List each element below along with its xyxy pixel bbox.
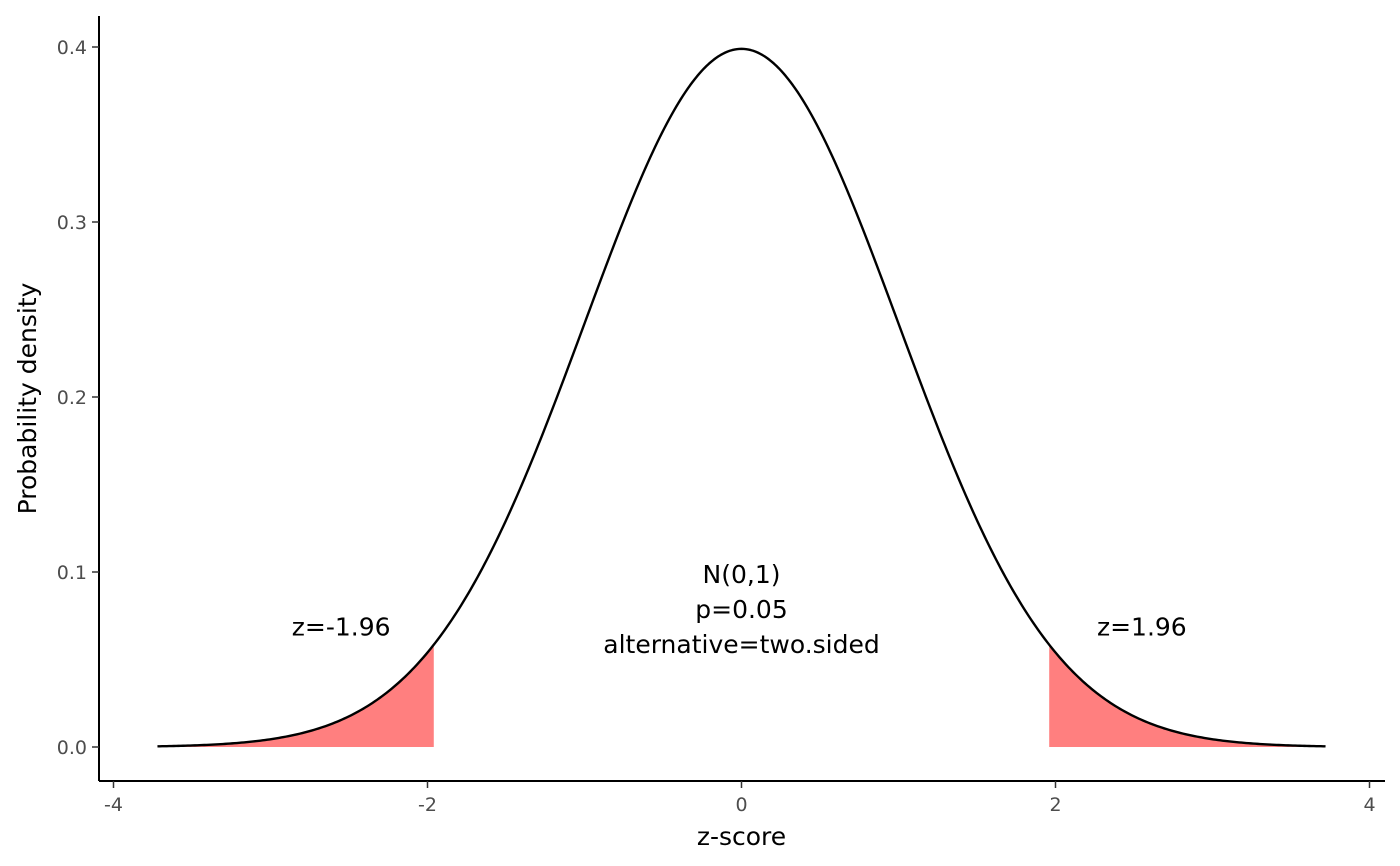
annotation-left-critical: z=-1.96 xyxy=(292,612,391,641)
x-tick-label: 2 xyxy=(1049,794,1061,816)
x-tick-label: -2 xyxy=(418,794,437,816)
y-tick-label: 0.0 xyxy=(57,737,87,759)
x-tick-label: 0 xyxy=(735,794,747,816)
y-tick-label: 0.1 xyxy=(57,562,87,584)
y-tick-label: 0.2 xyxy=(57,387,87,409)
y-tick-label: 0.3 xyxy=(57,212,87,234)
x-tick-label: 4 xyxy=(1363,794,1375,816)
annotations: z=-1.96 z=1.96 N(0,1) p=0.05 alternative… xyxy=(292,560,1187,659)
annotation-right-critical: z=1.96 xyxy=(1097,612,1187,641)
density-curve-layer xyxy=(157,47,1326,748)
axes: -4 -2 0 2 4 0.0 0.1 0.2 0.3 0.4 xyxy=(57,16,1385,816)
rejection-regions xyxy=(157,644,1326,747)
y-axis-title: Probability density xyxy=(13,282,42,514)
y-ticks: 0.0 0.1 0.2 0.3 0.4 xyxy=(57,37,99,759)
left-tail-region xyxy=(157,644,434,747)
density-curve xyxy=(157,47,1326,748)
annotation-distribution: N(0,1) xyxy=(703,560,781,589)
x-axis-title: z-score xyxy=(697,822,786,851)
y-tick-label: 0.4 xyxy=(57,37,87,59)
x-tick-label: -4 xyxy=(104,794,123,816)
annotation-alternative: alternative=two.sided xyxy=(603,630,879,659)
x-ticks: -4 -2 0 2 4 xyxy=(104,781,1376,816)
right-tail-region xyxy=(1049,644,1326,747)
annotation-p-value: p=0.05 xyxy=(695,595,787,624)
